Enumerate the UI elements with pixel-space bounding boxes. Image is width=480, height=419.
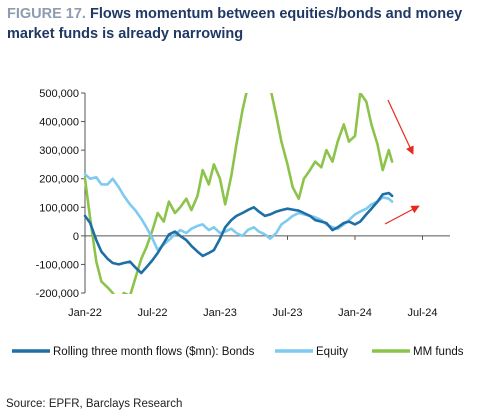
x-tick-label: Jul-22 bbox=[138, 307, 168, 319]
x-tick-label: Jul-24 bbox=[408, 307, 438, 319]
y-tick-label: 100,000 bbox=[39, 202, 79, 214]
trend-arrow-down bbox=[387, 99, 414, 155]
y-tick-label: 200,000 bbox=[39, 174, 79, 186]
y-tick-label: 400,000 bbox=[39, 117, 79, 129]
series-line-bonds bbox=[83, 191, 394, 275]
x-tick-label: Jan-23 bbox=[203, 307, 237, 319]
legend-label-bonds: Rolling three month flows ($mn): Bonds bbox=[53, 346, 255, 358]
series-line-mm-funds bbox=[83, 93, 394, 294]
legend: Rolling three month flows ($mn): Bonds Eq… bbox=[12, 346, 464, 358]
legend-label-mm-funds: MM funds bbox=[413, 346, 464, 358]
y-axis: -200,000 -100,000 0 100,000 200,000 300,000 40… bbox=[36, 88, 86, 300]
y-tick-label: -100,000 bbox=[36, 259, 79, 271]
title-text: Flows momentum between equities/bonds an… bbox=[7, 6, 463, 42]
series-layer bbox=[83, 93, 394, 294]
x-tick-label: Jul-23 bbox=[273, 307, 303, 319]
legend-label-equity: Equity bbox=[316, 346, 348, 358]
y-tick-label: 500,000 bbox=[39, 88, 79, 100]
y-tick-label: -200,000 bbox=[36, 288, 79, 300]
x-tick-label: Jan-24 bbox=[338, 307, 372, 319]
series-line-equity bbox=[83, 173, 394, 252]
y-tick-label: 0 bbox=[73, 231, 79, 243]
source-note: Source: EPFR, Barclays Research bbox=[6, 398, 183, 410]
chart-title: FIGURE 17. Flows momentum between equiti… bbox=[7, 4, 475, 44]
y-tick-label: 300,000 bbox=[39, 145, 79, 157]
trend-arrow-up bbox=[384, 205, 420, 225]
figure-label: FIGURE 17. bbox=[7, 6, 86, 22]
x-tick-label: Jan-22 bbox=[68, 307, 102, 319]
x-axis: Jan-22 Jul-22 Jan-23 Jul-23 Jan-24 Jul-24 bbox=[68, 235, 450, 319]
